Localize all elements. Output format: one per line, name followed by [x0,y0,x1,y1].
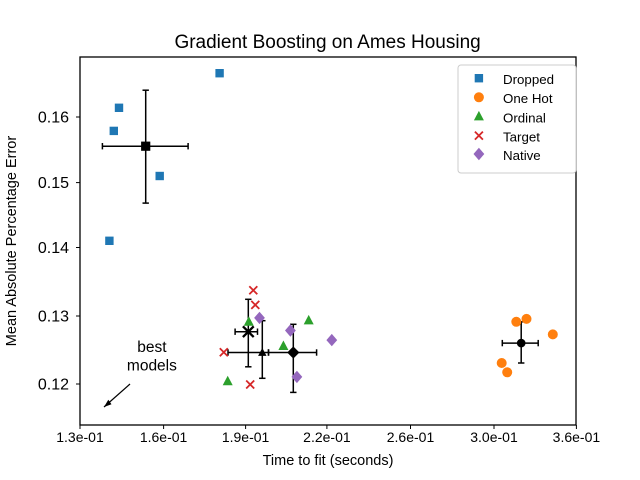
svg-text:Native: Native [503,148,541,163]
svg-text:0.12: 0.12 [38,377,69,394]
svg-text:3.0e-01: 3.0e-01 [470,429,518,445]
svg-text:Ordinal: Ordinal [503,110,546,125]
svg-text:1.3e-01: 1.3e-01 [56,429,104,445]
svg-text:Dropped: Dropped [503,72,554,87]
svg-text:One Hot: One Hot [503,91,553,106]
svg-text:1.6e-01: 1.6e-01 [140,429,188,445]
svg-text:3.6e-01: 3.6e-01 [553,429,601,445]
svg-text:0.16: 0.16 [38,110,69,127]
svg-text:0.14: 0.14 [38,240,69,257]
svg-text:Time to fit (seconds): Time to fit (seconds) [263,453,394,469]
svg-text:2.6e-01: 2.6e-01 [387,429,435,445]
svg-text:Mean Absolute Percentage Error: Mean Absolute Percentage Error [4,136,20,347]
svg-text:best: best [137,339,167,356]
svg-text:Gradient Boosting on Ames Hous: Gradient Boosting on Ames Housing [174,32,480,53]
svg-text:2.2e-01: 2.2e-01 [303,429,351,445]
svg-text:models: models [127,358,177,375]
svg-text:0.13: 0.13 [38,309,69,326]
svg-text:1.9e-01: 1.9e-01 [222,429,270,445]
svg-text:0.15: 0.15 [38,175,69,192]
svg-text:Target: Target [503,130,540,145]
